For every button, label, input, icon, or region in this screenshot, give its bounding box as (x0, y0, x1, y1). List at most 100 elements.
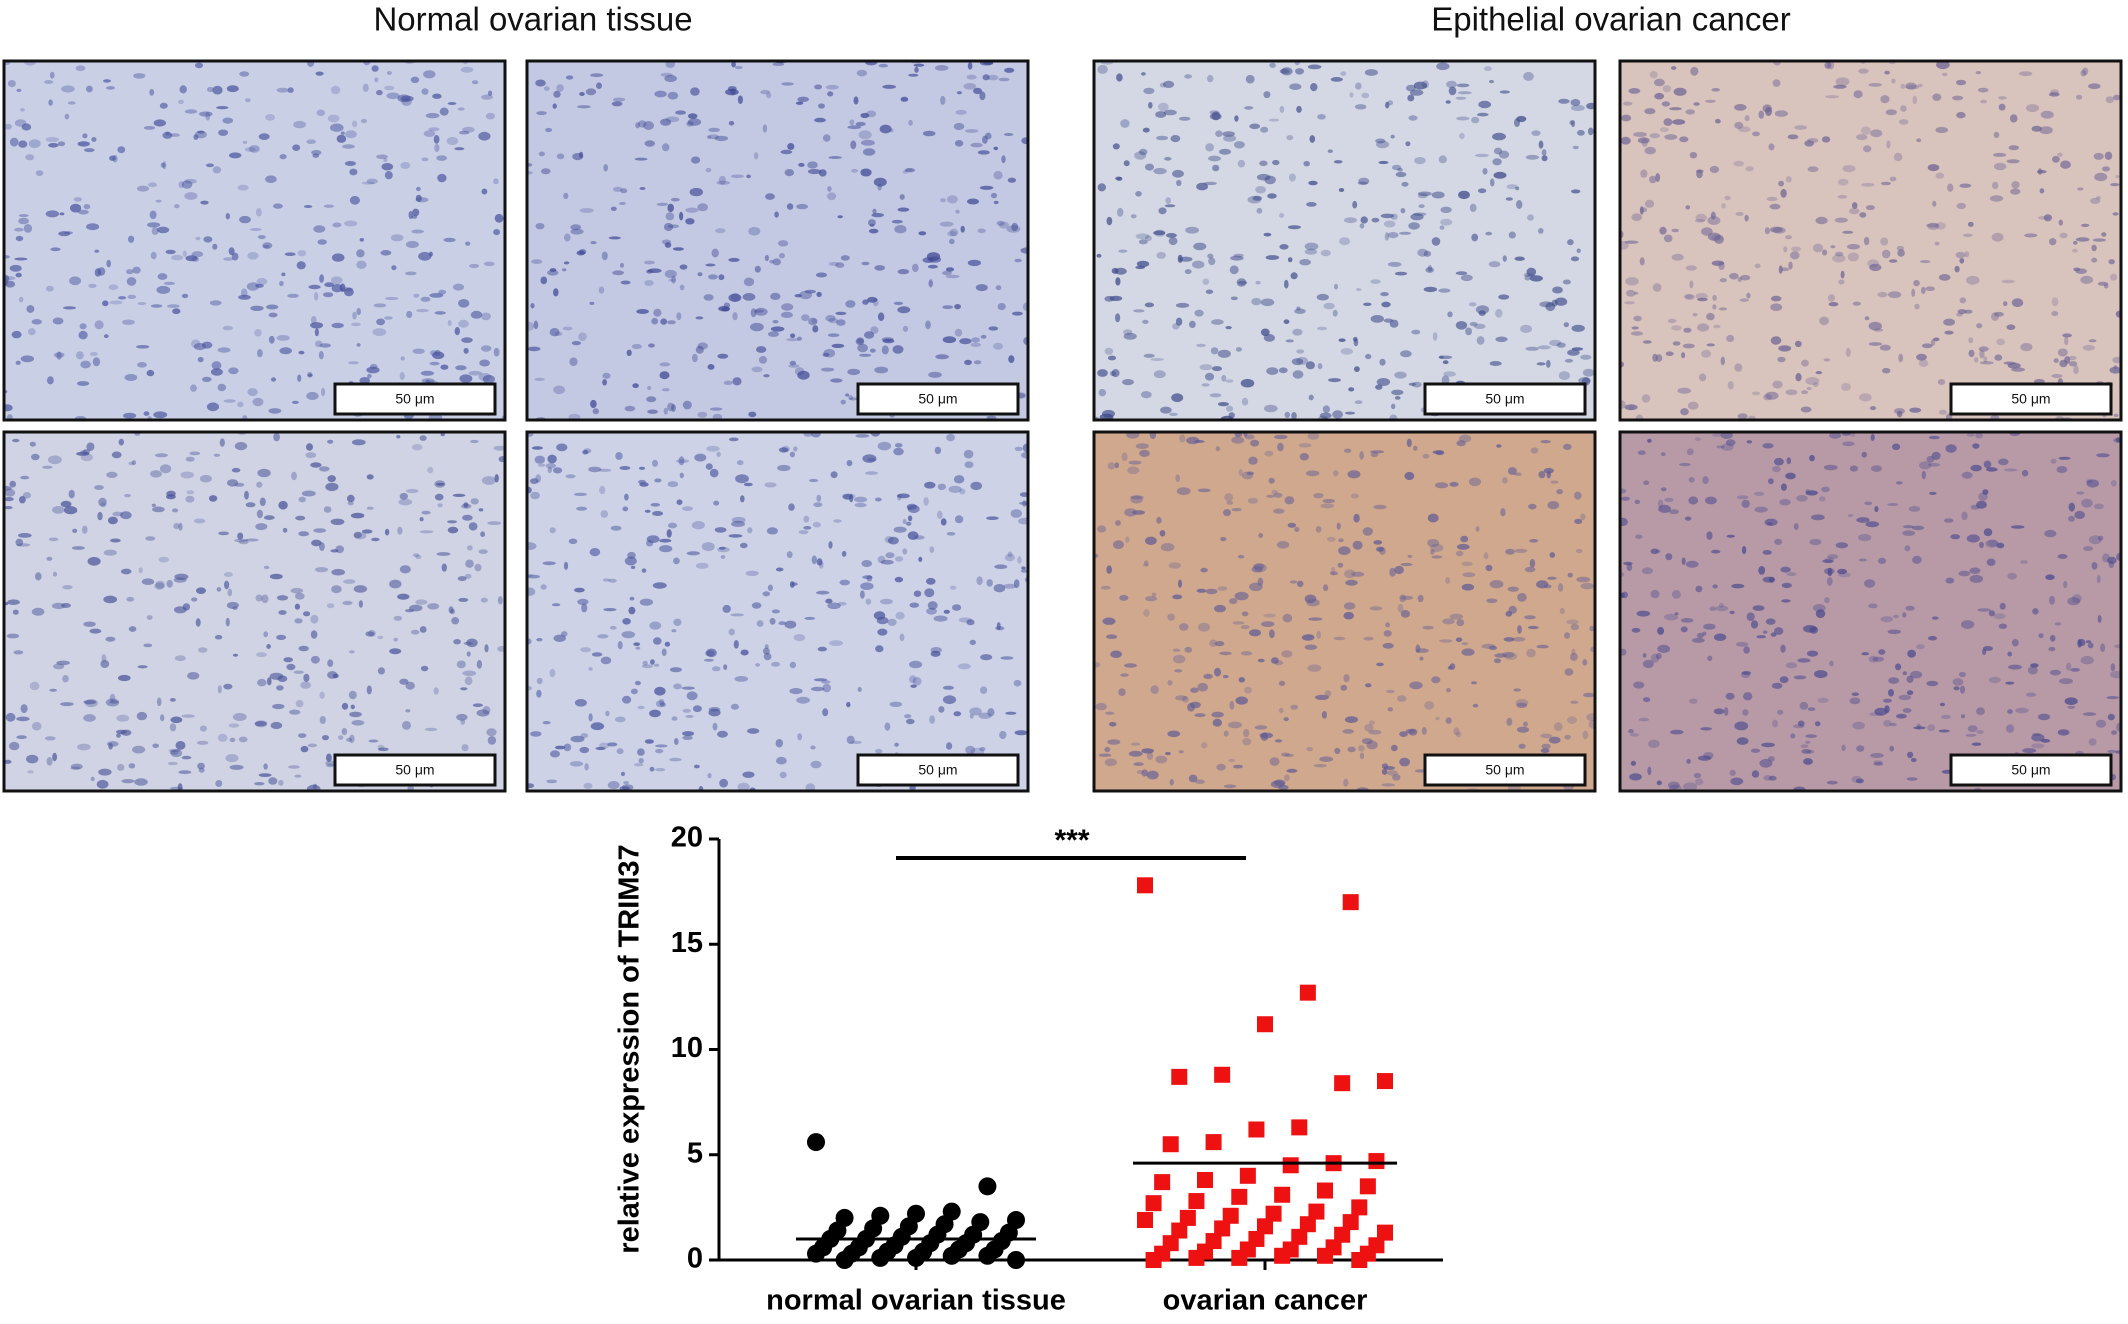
tissue-cell (168, 748, 181, 753)
tissue-cell (1777, 709, 1784, 715)
tissue-cell (1305, 361, 1315, 370)
tissue-cell (666, 529, 672, 538)
tissue-cell (1163, 109, 1177, 116)
tissue-cell (1014, 446, 1023, 452)
tissue-cell (904, 168, 916, 173)
tissue-cell (1215, 446, 1221, 452)
tissue-cell (793, 634, 806, 642)
tissue-cell (1527, 214, 1534, 221)
tissue-cell (612, 270, 624, 276)
tissue-cell (774, 211, 779, 218)
tissue-cell (2115, 175, 2120, 179)
tissue-cell (860, 112, 870, 119)
tissue-cell (310, 630, 318, 639)
tissue-cell (1503, 637, 1515, 642)
tissue-cell (2088, 535, 2102, 545)
tissue-cell (731, 520, 746, 528)
tissue-cell (1514, 118, 1520, 127)
tissue-cell (197, 762, 205, 770)
tissue-cell (1993, 311, 2004, 317)
tissue-cell (1576, 248, 1581, 254)
tissue-cell (955, 209, 960, 214)
tissue-cell (413, 553, 420, 558)
tissue-cell (954, 515, 964, 524)
tissue-cell (118, 296, 127, 300)
tissue-cell (701, 542, 715, 552)
tissue-cell (303, 673, 310, 682)
tissue-cell (1401, 181, 1409, 187)
tissue-cell (1753, 491, 1765, 496)
tissue-cell (1145, 596, 1158, 602)
tissue-cell (1381, 768, 1388, 775)
tissue-cell (336, 134, 347, 143)
tissue-cell (751, 366, 763, 373)
data-point (1231, 1249, 1248, 1266)
tissue-cell (1571, 347, 1584, 351)
tissue-cell (108, 742, 113, 750)
tissue-cell (550, 750, 560, 758)
tissue-cell (149, 210, 157, 220)
tissue-cell (474, 563, 482, 572)
tissue-cell (751, 602, 762, 609)
tissue-cell (1516, 726, 1530, 733)
tissue-cell (218, 129, 229, 136)
tissue-cell (29, 441, 36, 447)
tissue-cell (1430, 549, 1435, 555)
tissue-cell (377, 667, 385, 675)
tissue-cell (435, 482, 445, 486)
tissue-cell (963, 83, 977, 90)
tissue-cell (644, 509, 651, 513)
tissue-cell (905, 168, 914, 172)
tissue-cell (602, 372, 611, 379)
tissue-cell (2081, 498, 2093, 508)
tissue-cell (1620, 496, 1631, 501)
x-tick-label: ovarian cancer (1163, 1285, 1368, 1317)
tissue-cell (311, 539, 322, 547)
tissue-cell (1873, 328, 1884, 332)
tissue-cell (1832, 254, 1846, 263)
tissue-cell (2088, 738, 2097, 746)
tissue-cell (294, 618, 303, 624)
tissue-cell (766, 92, 772, 99)
tissue-cell (584, 763, 589, 771)
tissue-cell (1525, 346, 1539, 351)
tissue-cell (613, 97, 626, 102)
data-point (1317, 1182, 1333, 1199)
tissue-cell (664, 269, 677, 279)
tissue-cell (1794, 340, 1802, 348)
tissue-cell (1824, 557, 1835, 564)
tissue-cell (906, 718, 915, 725)
tissue-cell (1355, 82, 1362, 90)
tissue-cell (1752, 605, 1765, 611)
tissue-cell (706, 445, 720, 452)
tissue-cell (1765, 391, 1779, 400)
tissue-cell (1739, 298, 1750, 302)
tissue-cell (1493, 171, 1507, 179)
tissue-cell (728, 293, 742, 302)
tissue-cell (1202, 278, 1210, 286)
tissue-cell (1657, 644, 1671, 654)
tissue-cell (993, 200, 999, 205)
tissue-cell (942, 270, 952, 276)
tissue-cell (1508, 605, 1517, 615)
tissue-cell (107, 516, 118, 525)
tissue-cell (255, 594, 263, 602)
tissue-cell (178, 522, 183, 531)
tissue-cell (740, 649, 749, 656)
tissue-cell (461, 744, 469, 752)
tissue-cell (895, 611, 905, 620)
tissue-cell (1442, 360, 1449, 365)
tissue-cell (1976, 730, 1984, 734)
tissue-cell (647, 409, 658, 414)
tissue-cell (579, 92, 585, 96)
tissue-cell (100, 502, 107, 508)
tissue-cell (294, 774, 302, 778)
tissue-cell (1955, 79, 1967, 86)
tissue-cell (1492, 132, 1506, 141)
tissue-cell (781, 303, 794, 311)
tissue-cell (132, 745, 146, 754)
tissue-cell (1268, 118, 1280, 122)
tissue-cell (1269, 629, 1275, 639)
tissue-cell (1743, 646, 1750, 654)
tissue-cell (1945, 444, 1957, 453)
